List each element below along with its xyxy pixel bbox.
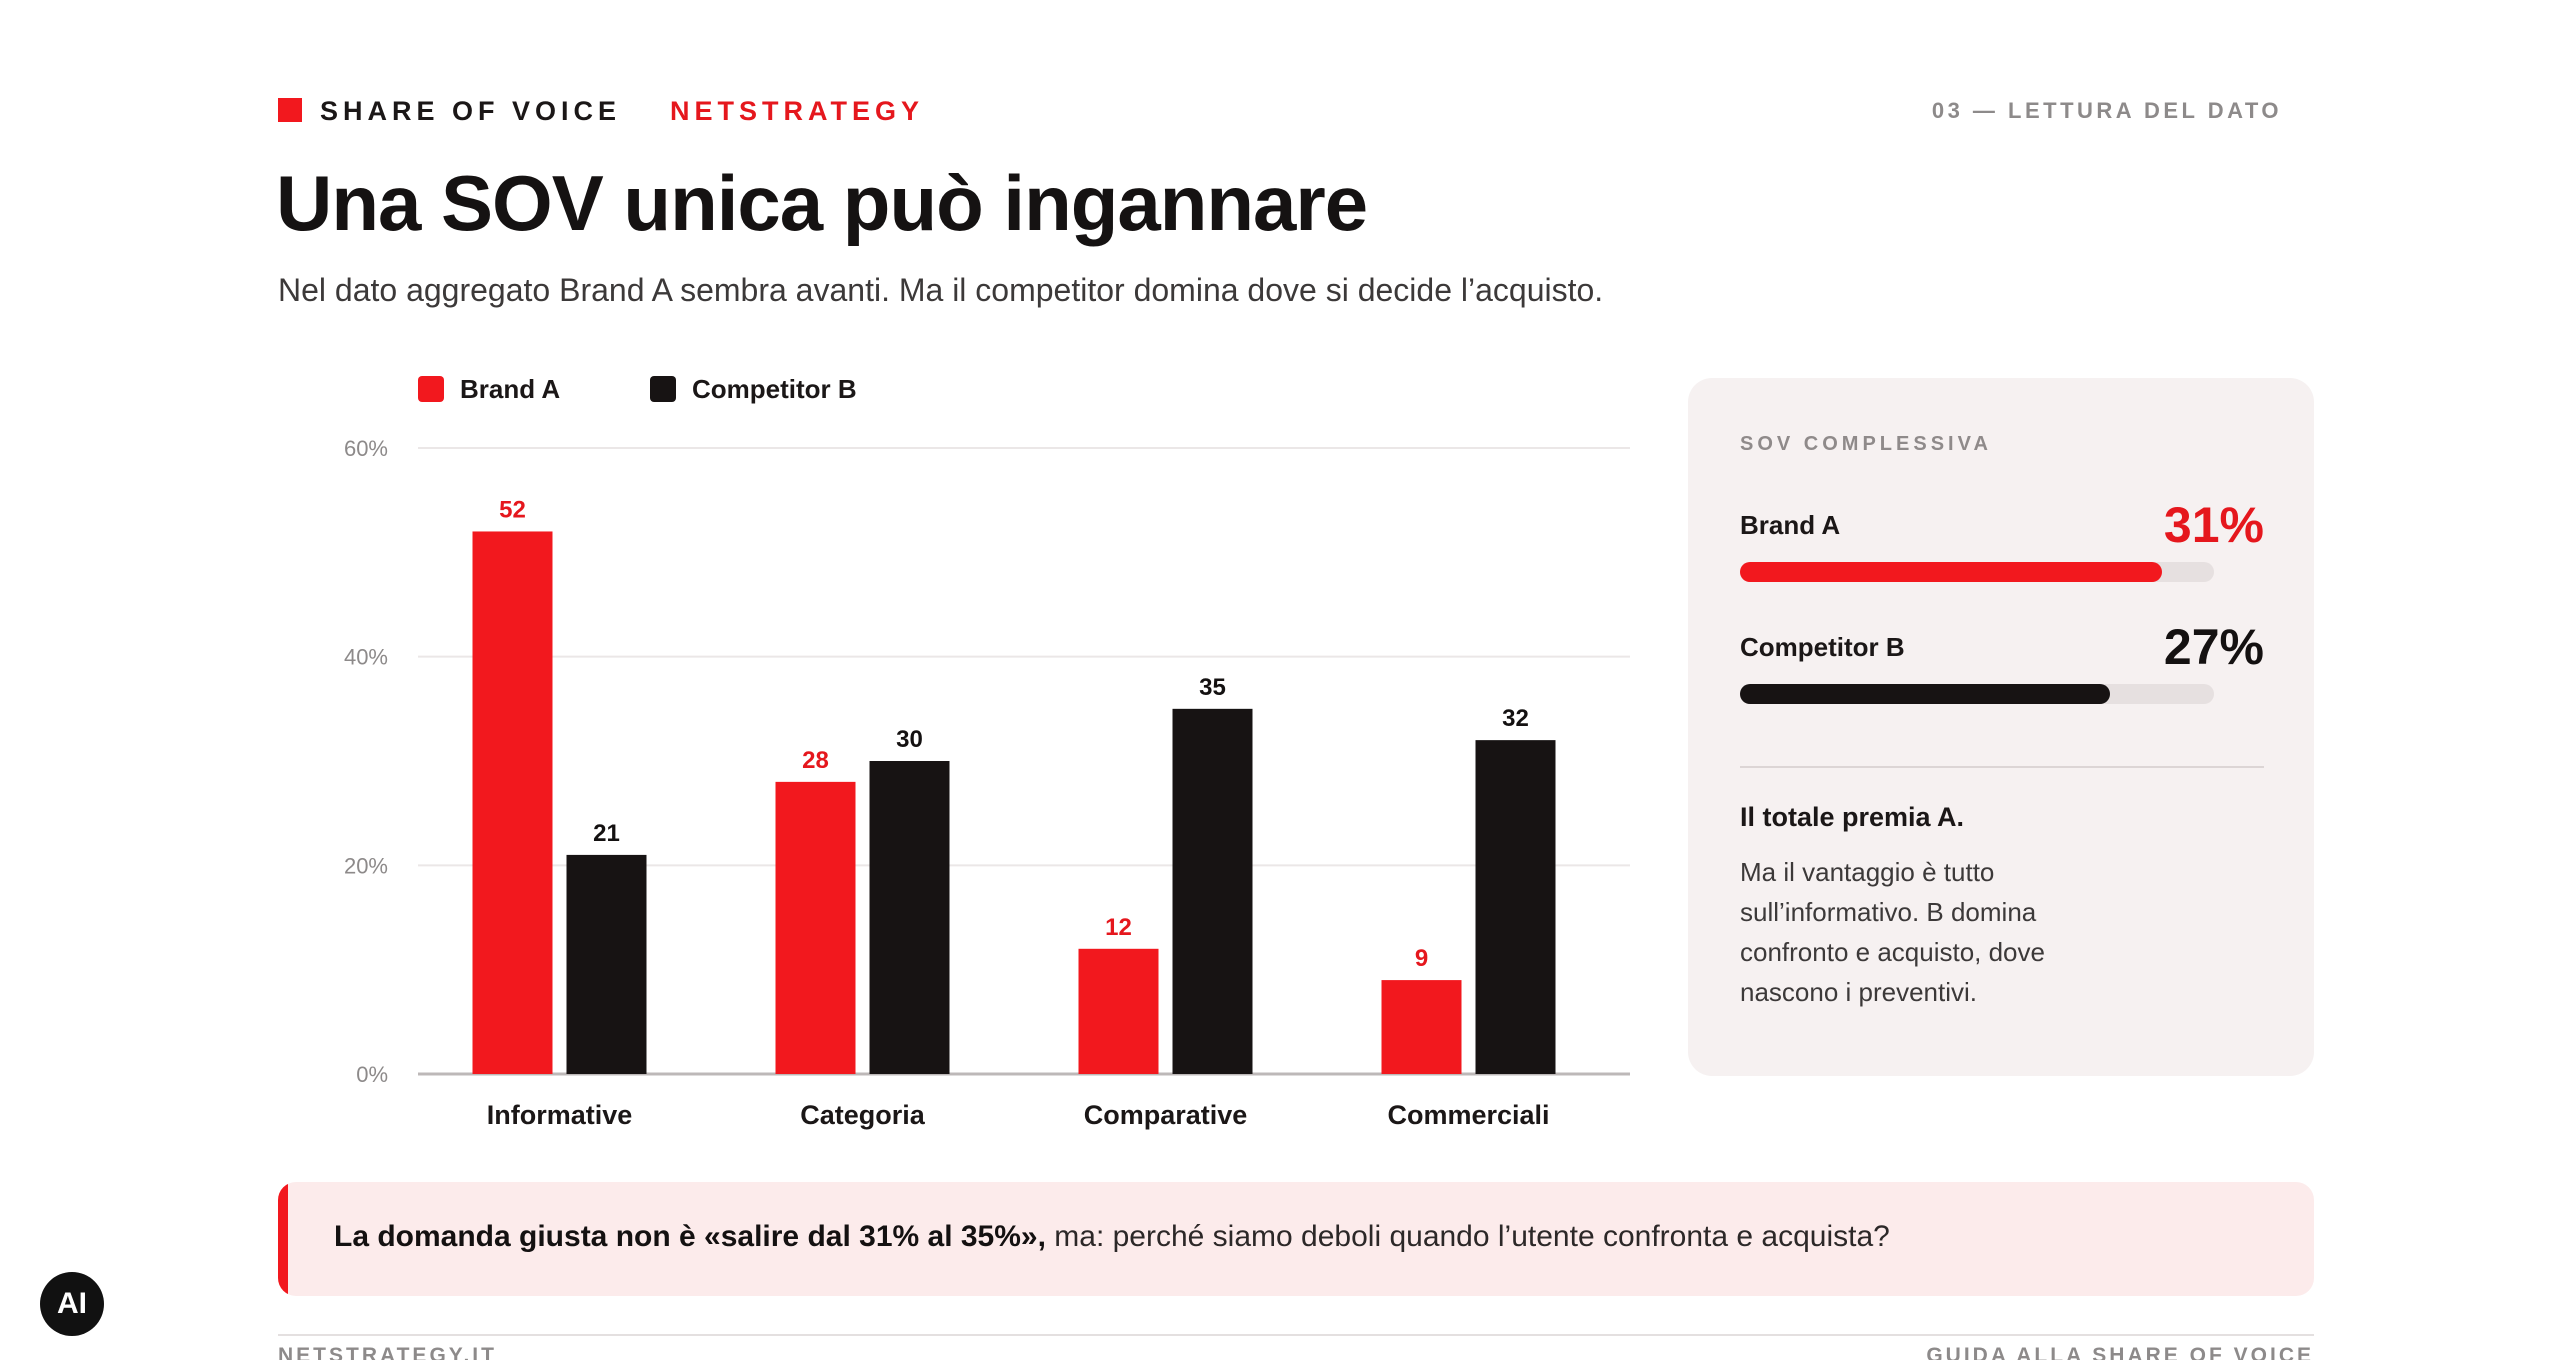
bar-value-label: 35 [1199,674,1226,701]
footer-left-label: NETSTRATEGY.IT [278,1344,497,1360]
sov-progress-track [1740,562,2214,582]
brand-label: NETSTRATEGY [670,96,925,126]
ai-badge[interactable]: AI [40,1272,104,1336]
y-tick-label: 40% [344,645,388,670]
kicker-label: SHARE OF VOICE [320,96,622,126]
sov-card: SOV COMPLESSIVA Brand A 31% Competitor B… [1688,378,2314,1076]
bar [1172,708,1253,1074]
top-bar: SHARE OF VOICE NETSTRATEGY 03 — LETTURA … [278,94,2282,128]
bar [1475,740,1556,1074]
sov-row-value: 27% [2163,619,2264,675]
bar-value-label: 12 [1105,914,1132,941]
sov-row-name: Competitor B [1740,632,1905,662]
page-title: Una SOV unica può ingannare [276,159,1368,247]
sov-card-title: SOV COMPLESSIVA [1740,433,1992,455]
bar-value-label: 21 [593,820,620,847]
page-subtitle: Nel dato aggregato Brand A sembra avanti… [278,272,1604,308]
sov-divider [1740,766,2264,768]
y-tick-label: 0% [356,1062,388,1087]
x-category-label: Informative [487,1100,633,1130]
sov-row-name: Brand A [1740,510,1841,540]
x-category-label: Comparative [1084,1100,1248,1130]
bar-chart-svg: 0% 20% 40% 60% Brand A Competitor B 52 21 Inform… [344,374,1630,1130]
sov-progress-track [1740,684,2214,704]
legend-label: Brand A [460,374,560,404]
x-category-label: Categoria [800,1100,926,1130]
bar-chart: 0% 20% 40% 60% Brand A Competitor B 52 21 Inform… [300,362,1650,1142]
callout-rest-text: ma: perché siamo deboli quando l’utente … [1045,1220,1890,1253]
sov-row-value: 31% [2163,497,2264,553]
section-label: 03 — LETTURA DEL DATO [1931,98,2282,123]
callout-text: La domanda giusta non è «salire dal 31% … [334,1220,1890,1254]
bar-value-label: 30 [896,726,923,753]
x-category-label: Commerciali [1387,1100,1549,1130]
bar [472,531,553,1074]
bar [869,761,950,1074]
bar [775,781,856,1074]
bar [566,854,647,1074]
footer-divider [278,1334,2314,1336]
bar-value-label: 52 [499,496,526,523]
sov-progress-fill [1740,562,2162,582]
callout-bold-text: La domanda giusta non è «salire dal 31% … [334,1220,1046,1253]
bar [1381,980,1462,1074]
y-tick-label: 20% [344,853,388,878]
bar-value-label: 32 [1502,705,1529,732]
callout-box: La domanda giusta non è «salire dal 31% … [278,1182,2314,1296]
bar [1078,948,1159,1074]
sov-progress-fill [1740,684,2110,704]
legend-label: Competitor B [692,374,857,404]
y-tick-label: 60% [344,436,388,461]
footer-right-label: GUIDA ALLA SHARE OF VOICE [1926,1344,2314,1360]
legend-swatch [418,376,444,402]
legend-swatch [650,376,676,402]
bar-value-label: 9 [1415,945,1428,972]
callout-accent-bar [278,1182,288,1296]
brand-square-icon [278,98,302,122]
sov-note-text: Ma il vantaggio è tutto sull’informativo… [1740,857,2045,1007]
bar-value-label: 28 [802,747,829,774]
sov-note-title: Il totale premia A. [1740,802,1965,832]
